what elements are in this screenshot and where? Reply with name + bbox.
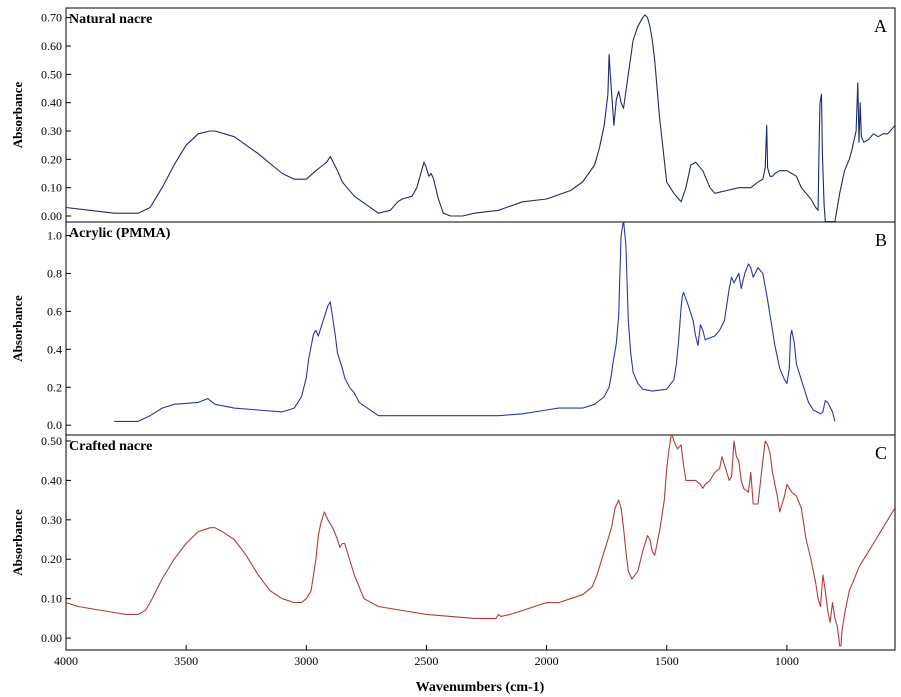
y-tick-label: 0.00 xyxy=(41,631,62,645)
panel-letter: B xyxy=(875,230,887,250)
y-axis-label: Absorbance xyxy=(10,82,25,149)
y-tick-label: 0.40 xyxy=(41,96,62,110)
y-tick-label: 0.40 xyxy=(41,473,62,487)
y-tick-label: 0.8 xyxy=(47,266,62,280)
x-tick-label: 1500 xyxy=(655,654,679,668)
panel-b: 0.0 0.2 0.4 0.6 0.8 1.0 Absorbance Acrylic (PMM… xyxy=(10,221,896,436)
y-axis-label: Absorbance xyxy=(10,295,25,362)
y-tick-label: 0.50 xyxy=(41,434,62,448)
x-tick-label: 4000 xyxy=(54,654,78,668)
panel-letter: C xyxy=(875,443,887,463)
y-tick-label: 0.20 xyxy=(41,152,62,166)
panel-title: Natural nacre xyxy=(69,12,152,27)
y-tick-label: 0.60 xyxy=(41,39,62,53)
y-tick-label: 0.6 xyxy=(47,304,62,318)
x-axis-label: Wavenumbers (cm-1) xyxy=(416,680,545,695)
y-tick-label: 0.50 xyxy=(41,67,62,81)
y-tick-label: 0.30 xyxy=(41,124,62,138)
y-tick-label: 0.20 xyxy=(41,552,62,566)
panels-group: 0.00 0.10 0.20 0.30 0.40 0.50 0.60 0.70 Absorban… xyxy=(10,7,896,651)
y-tick-label: 0.0 xyxy=(47,418,62,432)
spectrum-line-b xyxy=(114,222,836,422)
panel-title: Acrylic (PMMA) xyxy=(69,226,171,241)
panel-title: Crafted nacre xyxy=(69,439,152,454)
x-axis: 4000 3500 3000 2500 2000 1500 1000 xyxy=(54,645,799,668)
panel-a: 0.00 0.10 0.20 0.30 0.40 0.50 0.60 0.70 Absorban… xyxy=(10,7,896,223)
x-tick-label: 1000 xyxy=(775,654,799,668)
y-tick-label: 0.70 xyxy=(41,11,62,25)
panel-frame xyxy=(65,434,896,651)
y-tick-label: 0.2 xyxy=(47,380,62,394)
x-tick-label: 2500 xyxy=(414,654,438,668)
y-tick-label: 0.30 xyxy=(41,513,62,527)
panel-letter: A xyxy=(874,16,887,36)
x-tick-label: 3000 xyxy=(294,654,318,668)
y-axis-label: Absorbance xyxy=(10,509,25,576)
x-tick-label: 3500 xyxy=(174,654,198,668)
y-tick-label: 0.10 xyxy=(41,181,62,195)
y-tick-label: 0.10 xyxy=(41,592,62,606)
y-tick-label: 1.0 xyxy=(47,228,62,242)
spectrum-line-a xyxy=(66,14,895,222)
y-tick-label: 0.00 xyxy=(41,209,62,223)
x-tick-label: 2000 xyxy=(535,654,559,668)
y-tick-label: 0.4 xyxy=(47,342,62,356)
spectrum-line-c xyxy=(66,435,895,647)
panel-c: 0.00 0.10 0.20 0.30 0.40 0.50 Absorbance Crafte… xyxy=(10,434,896,651)
